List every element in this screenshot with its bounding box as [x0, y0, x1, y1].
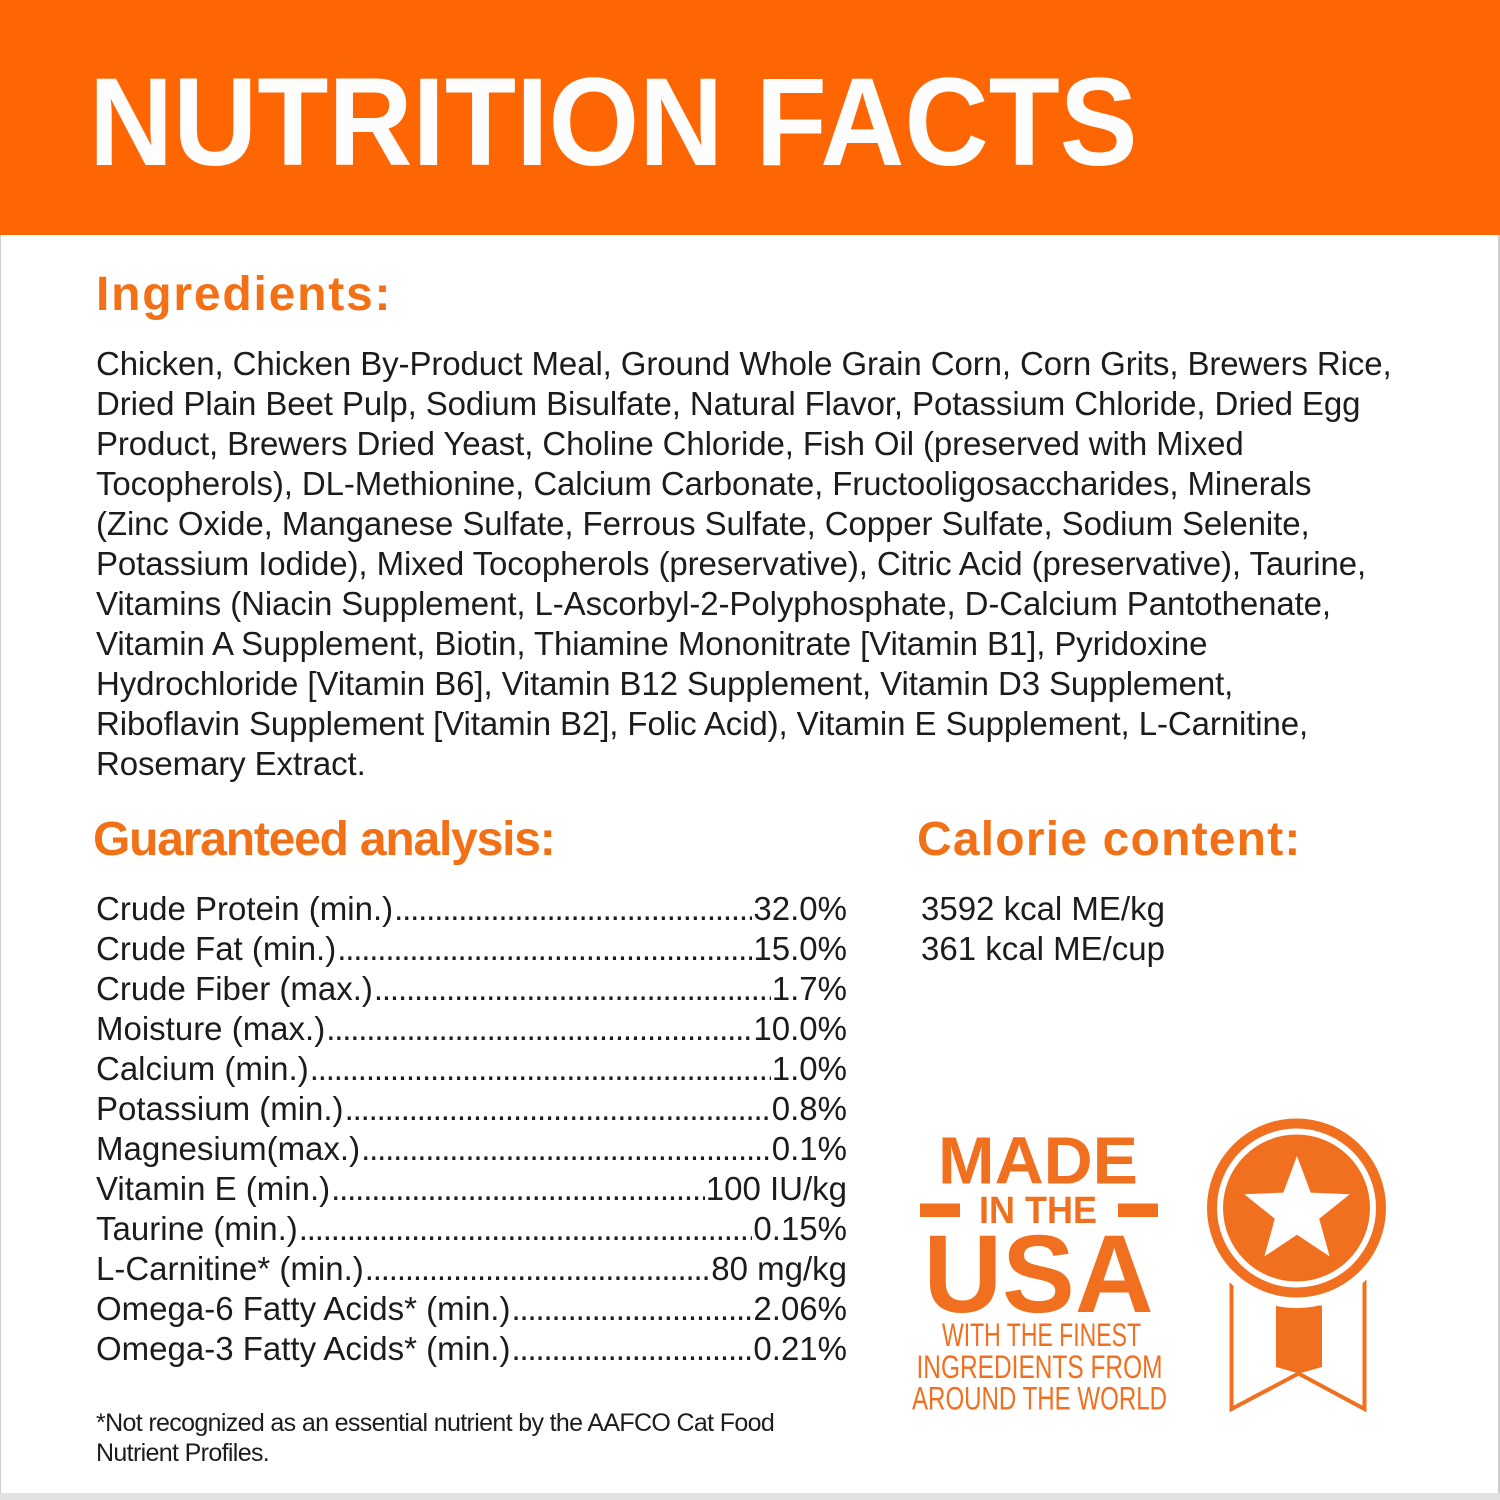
- svg-text:USA: USA: [924, 1213, 1154, 1336]
- svg-text:AROUND THE WORLD: AROUND THE WORLD: [912, 1381, 1167, 1417]
- svg-text:MADE: MADE: [938, 1124, 1138, 1199]
- svg-text:WITH THE FINEST: WITH THE FINEST: [942, 1317, 1141, 1353]
- svg-text:INGREDIENTS FROM: INGREDIENTS FROM: [917, 1349, 1163, 1385]
- svg-text:IN THE: IN THE: [979, 1190, 1097, 1232]
